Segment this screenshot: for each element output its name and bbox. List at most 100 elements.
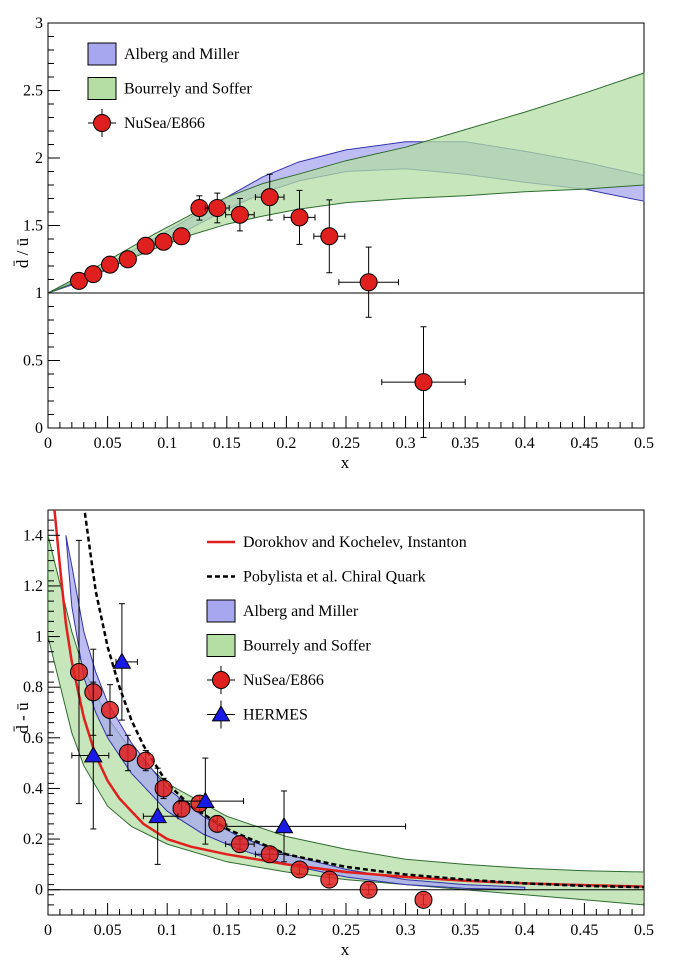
top-x-tick-label: 0.25 xyxy=(332,435,360,452)
bottom-legend-marker-hermes xyxy=(211,704,231,722)
top-x-axis-ticks: 0 0.05 0.1 0.15 0.2 0.25 0.3 0.35 0.4 0.45 0.5 xyxy=(44,416,654,452)
bottom-y-tick-label: 0.2 xyxy=(23,831,43,848)
bottom-legend-label: Pobylista et al. Chiral Quark xyxy=(243,569,426,586)
top-nusea-point xyxy=(313,199,346,274)
bottom-hermes-marker xyxy=(83,746,103,763)
bottom-points xyxy=(69,539,433,909)
top-legend-marker-nusea xyxy=(93,114,111,132)
top-points xyxy=(69,173,466,438)
bottom-y-tick-label: 1.4 xyxy=(23,527,43,544)
bottom-nusea-marker xyxy=(320,870,339,889)
top-nusea-point xyxy=(225,198,255,232)
top-nusea-point xyxy=(283,189,316,245)
bottom-legend-entry-alberg: Alberg and Miller xyxy=(206,599,359,623)
top-nusea-marker xyxy=(154,232,173,251)
top-nusea-marker xyxy=(290,208,309,227)
bottom-legend-label: Bourrely and Soffer xyxy=(243,638,371,655)
bottom-x-tick-label: 0.45 xyxy=(570,922,598,939)
bottom-nusea-point xyxy=(320,870,339,889)
top-legend-entry-bourrely: Bourrely and Soffer xyxy=(87,77,252,100)
bottom-nusea-marker xyxy=(118,744,137,762)
top-x-tick-label: 0.35 xyxy=(451,435,479,452)
bottom-nusea-point xyxy=(100,684,119,736)
panel-top: 0 0.05 0.1 0.15 0.2 0.25 0.3 0.35 0.4 0.45 0.5 0 0.… xyxy=(13,15,654,472)
bottom-nusea-point xyxy=(154,777,173,800)
top-x-tick-label: 0 xyxy=(44,435,52,452)
bottom-nusea-point xyxy=(225,835,255,854)
bottom-y-tick-label: 0.8 xyxy=(23,679,43,696)
bottom-hermes-marker xyxy=(195,791,215,808)
bottom-x-tick-label: 0.25 xyxy=(332,922,360,939)
bottom-legend-label: Dorokhov and Kochelev, Instanton xyxy=(243,534,467,551)
top-legend: Alberg and Miller Bourrely and Soffer NuSe… xyxy=(87,42,252,137)
bottom-y-tick-label: 1 xyxy=(35,629,43,646)
bottom-legend-swatch-alberg xyxy=(206,599,236,623)
bottom-legend-entry-pobylista: Pobylista et al. Chiral Quark xyxy=(207,569,426,586)
top-legend-entry-nusea: NuSea/E866 xyxy=(88,109,205,137)
bottom-nusea-point xyxy=(414,890,433,909)
top-x-tick-label: 0.1 xyxy=(157,435,177,452)
top-y-tick-label: 1 xyxy=(35,285,43,302)
top-x-axis-label: x xyxy=(341,453,350,472)
top-y-axis-ticks: 0 0.5 1 1.5 2 2.5 3 xyxy=(23,15,60,437)
top-nusea-marker xyxy=(414,373,433,392)
bottom-x-tick-label: 0.05 xyxy=(94,922,122,939)
bottom-hermes-marker xyxy=(274,816,294,834)
bottom-nusea-marker xyxy=(260,845,279,864)
bottom-nusea-marker xyxy=(100,700,119,719)
top-y-tick-label: 3 xyxy=(35,15,43,32)
bottom-legend-marker-nusea xyxy=(212,671,230,689)
bottom-legend-entry-nusea: NuSea/E866 xyxy=(207,666,324,694)
top-x-tick-label: 0.45 xyxy=(570,435,598,452)
top-nusea-point xyxy=(136,236,155,255)
bottom-nusea-point xyxy=(69,539,88,805)
bottom-legend-entry-bourrely: Bourrely and Soffer xyxy=(206,634,371,657)
top-legend-entry-alberg: Alberg and Miller xyxy=(87,42,240,66)
bottom-nusea-point xyxy=(172,799,191,818)
top-y-tick-label: 2 xyxy=(35,150,43,167)
bottom-hermes-point xyxy=(112,603,138,721)
top-nusea-point xyxy=(381,326,466,438)
bottom-nusea-marker xyxy=(230,835,249,854)
bottom-x-tick-label: 0.4 xyxy=(515,922,535,939)
top-x-tick-label: 0.5 xyxy=(634,435,654,452)
top-x-tick-label: 0.15 xyxy=(213,435,241,452)
panel-bottom: 0 0.05 0.1 0.15 0.2 0.25 0.3 0.35 0.4 0.45 0.5 0 0.… xyxy=(13,509,654,959)
bottom-nusea-point xyxy=(208,814,227,833)
bottom-hermes-point xyxy=(178,757,244,845)
bottom-legend-entry-dorokhov: Dorokhov and Kochelev, Instanton xyxy=(207,534,467,551)
top-x-tick-label: 0.05 xyxy=(94,435,122,452)
bottom-hermes-point xyxy=(71,681,110,830)
bottom-hermes-marker xyxy=(148,806,168,824)
top-nusea-marker xyxy=(230,205,249,224)
bottom-curve-pobylista xyxy=(83,510,644,889)
top-nusea-marker xyxy=(84,265,103,284)
top-nusea-marker xyxy=(260,188,279,207)
top-y-tick-label: 1.5 xyxy=(23,218,43,235)
bottom-x-axis-ticks: 0 0.05 0.1 0.15 0.2 0.25 0.3 0.35 0.4 0.45 0.5 xyxy=(44,903,654,939)
top-nusea-point xyxy=(254,173,285,221)
bottom-nusea-marker xyxy=(208,814,227,833)
top-y-tick-label: 0 xyxy=(35,420,43,437)
bottom-x-tick-label: 0.35 xyxy=(451,922,479,939)
top-nusea-point xyxy=(100,255,119,274)
top-legend-label: NuSea/E866 xyxy=(124,115,205,132)
bottom-y-axis-ticks: 0 0.2 0.4 0.6 0.8 1 1.2 1.4 xyxy=(23,509,60,916)
top-y-tick-label: 2.5 xyxy=(23,83,43,100)
top-nusea-point xyxy=(338,246,399,318)
top-y-tick-label: 0.5 xyxy=(23,353,43,370)
bottom-x-tick-label: 0.2 xyxy=(276,922,296,939)
bottom-legend-entry-hermes: HERMES xyxy=(207,700,308,729)
bottom-nusea-point xyxy=(290,860,309,879)
top-y-axis-label: d̄ / ū xyxy=(13,237,32,268)
bottom-curve-dorokhov xyxy=(53,510,644,888)
top-nusea-marker xyxy=(359,273,378,292)
bottom-nusea-point xyxy=(118,734,137,772)
bottom-y-tick-label: 0 xyxy=(35,882,43,899)
top-nusea-marker xyxy=(136,236,155,255)
top-legend-label: Bourrely and Soffer xyxy=(124,81,252,98)
top-nusea-marker xyxy=(320,227,339,246)
bottom-nusea-marker xyxy=(136,751,155,770)
